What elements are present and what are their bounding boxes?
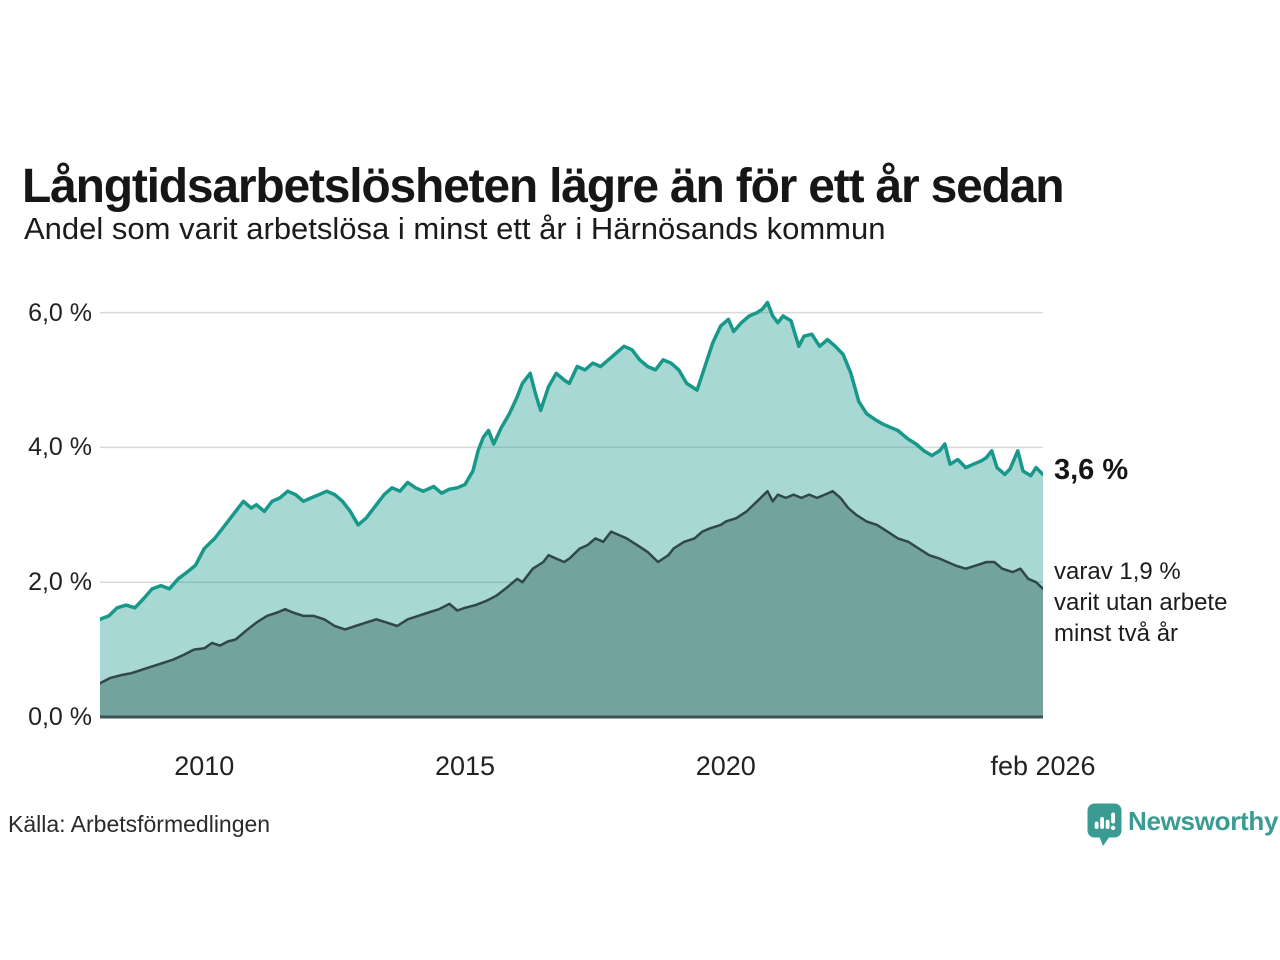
x-tick-label: 2010: [174, 751, 235, 781]
page-subtitle: Andel som varit arbetslösa i minst ett å…: [24, 211, 886, 246]
area-chart: [100, 300, 1043, 719]
secondary-annotation-line3: minst två år: [1054, 620, 1179, 647]
y-tick-label: 6,0 %: [28, 298, 92, 327]
series-end-value-label: 3,6 %: [1054, 454, 1129, 486]
series-area-1: [100, 491, 1043, 717]
newsworthy-logo-icon: [1087, 803, 1122, 846]
secondary-series-annotation: varav 1,9 % varit utan arbete minst två …: [1054, 556, 1227, 649]
y-tick-label: 2,0 %: [28, 568, 92, 597]
brand-logo: [1086, 802, 1124, 850]
series-line-0: [100, 300, 1043, 622]
secondary-annotation-line2: varit utan arbete: [1054, 589, 1228, 616]
y-tick-label: 0,0 %: [28, 703, 92, 731]
source-note: Källa: Arbetsförmedlingen: [8, 811, 271, 837]
y-tick-label: 4,0 %: [28, 433, 92, 462]
x-tick-label: feb 2026: [990, 751, 1096, 781]
x-tick-label: 2020: [695, 751, 756, 781]
brand-name: Newsworthy: [1128, 806, 1279, 836]
page-title: Långtidsarbetslösheten lägre än för ett …: [22, 160, 1065, 214]
secondary-annotation-line1: varav 1,9 %: [1054, 558, 1181, 585]
x-tick-label: 2015: [434, 751, 496, 781]
series-line-1: [100, 489, 1043, 685]
